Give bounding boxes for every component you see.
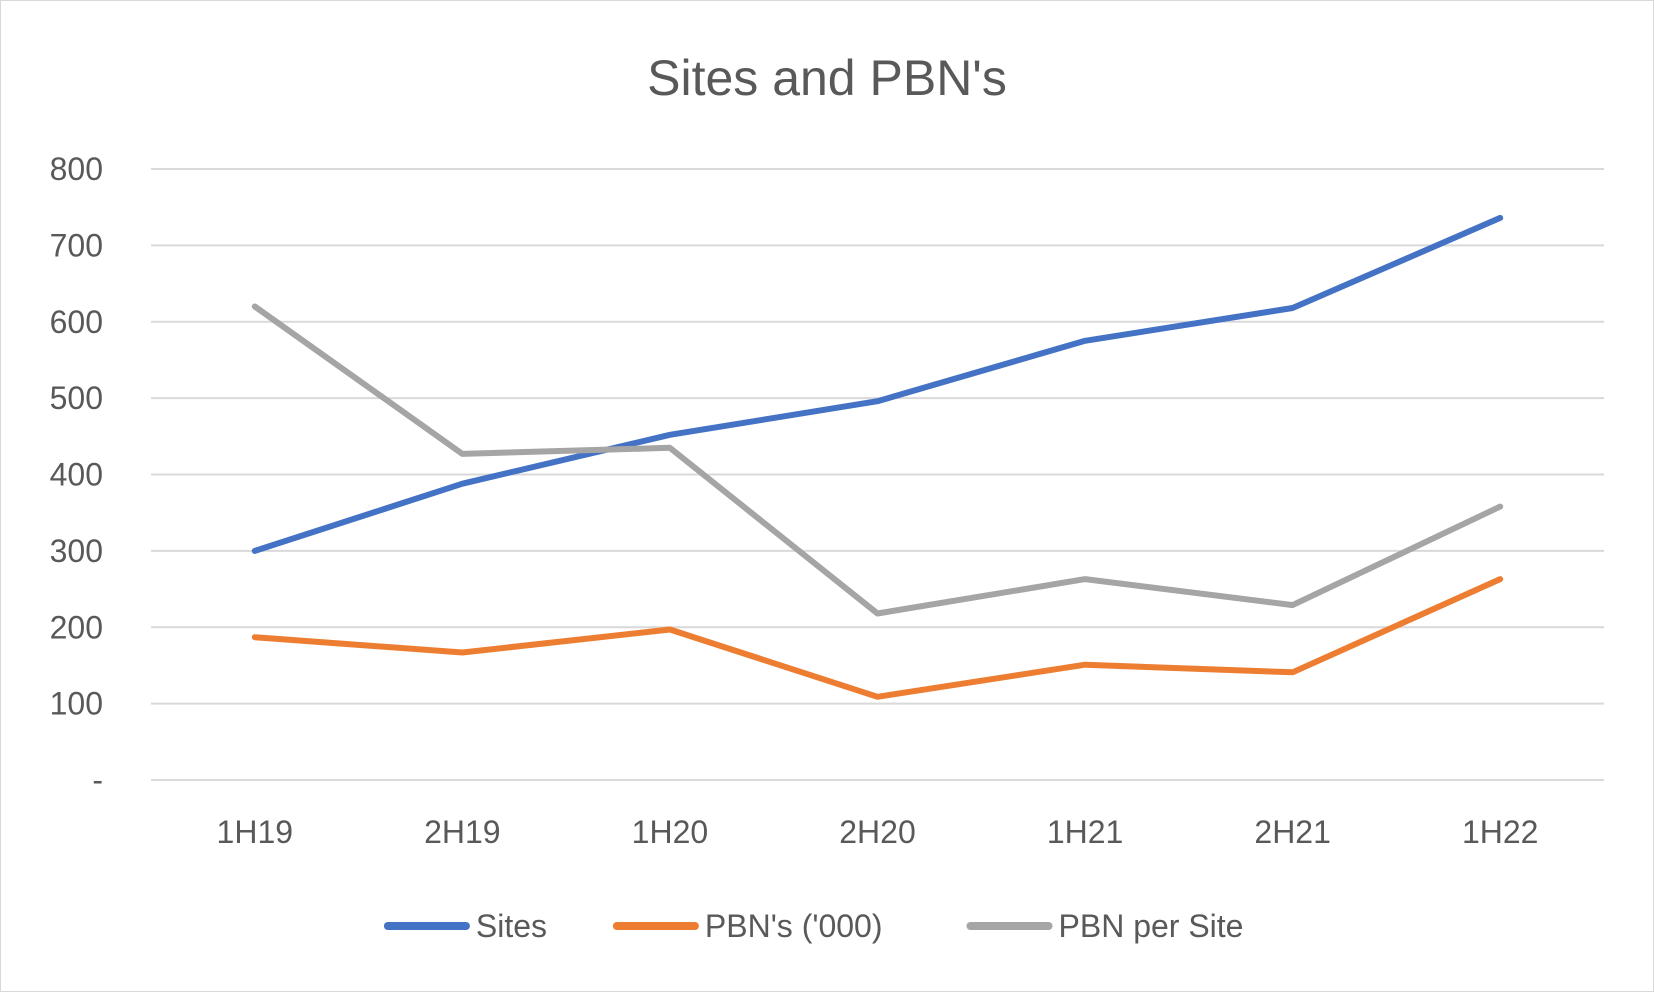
y-tick-label: 600 [50,304,103,340]
y-axis-tick-labels: - 100 200 300 400 500 600 700 800 [50,151,103,798]
series-line-2 [255,307,1500,614]
gridlines [151,169,1604,780]
y-tick-label: 300 [50,533,103,569]
legend-label: PBN per Site [1059,908,1244,944]
x-tick-label: 1H21 [1047,814,1124,850]
y-tick-label: 500 [50,380,103,416]
y-tick-label: 400 [50,457,103,493]
legend-label: PBN's ('000) [705,908,883,944]
x-tick-label: 1H22 [1462,814,1539,850]
legend-item: PBN's ('000) [617,908,883,944]
series-line-0 [255,218,1500,551]
x-tick-label: 2H20 [839,814,916,850]
series-lines [255,218,1501,697]
x-tick-label: 1H20 [632,814,709,850]
legend-item: Sites [388,908,547,944]
y-tick-label: 200 [50,609,103,645]
y-tick-label: - [92,762,103,798]
x-tick-label: 2H19 [424,814,501,850]
x-axis-tick-labels: 1H19 2H19 1H20 2H20 1H21 2H21 1H22 [217,814,1539,850]
y-tick-label: 700 [50,227,103,263]
legend-label: Sites [476,908,547,944]
chart-title: Sites and PBN's [647,50,1007,106]
x-tick-label: 2H21 [1254,814,1331,850]
x-tick-label: 1H19 [217,814,294,850]
y-tick-label: 100 [50,686,103,722]
legend: Sites PBN's ('000) PBN per Site [388,908,1244,944]
y-tick-label: 800 [50,151,103,187]
legend-item: PBN per Site [971,908,1244,944]
